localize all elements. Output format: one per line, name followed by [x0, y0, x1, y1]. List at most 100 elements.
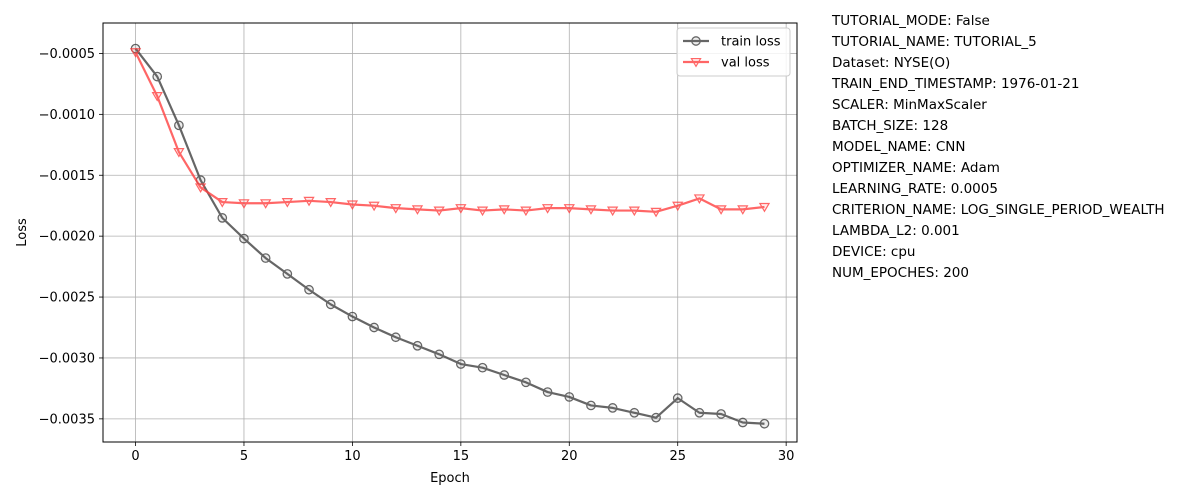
info-line: LEARNING_RATE: 0.0005	[832, 181, 998, 197]
train-loss-point	[304, 284, 314, 295]
legend: train loss val loss	[676, 27, 791, 77]
train-loss-point	[651, 412, 661, 423]
val-loss-point	[520, 206, 532, 217]
val-loss-point	[303, 196, 315, 207]
train-loss-point	[217, 213, 228, 223]
train-loss-point	[260, 253, 271, 263]
legend-label: train loss	[721, 35, 781, 50]
train-loss-point	[759, 418, 770, 429]
info-line: SCALER: MinMaxScaler	[832, 97, 987, 113]
y-tick-label: −0.0015	[39, 169, 95, 184]
train-loss-point	[434, 349, 445, 360]
val-loss-point	[260, 199, 272, 209]
train-loss-point	[607, 403, 618, 413]
info-line: TUTORIAL_MODE: False	[832, 13, 990, 29]
train-loss-point	[716, 409, 726, 419]
val-loss-point	[585, 205, 597, 215]
info-line: BATCH_SIZE: 128	[832, 118, 949, 134]
grid-lines	[103, 23, 797, 442]
val-loss-point	[194, 183, 207, 193]
val-loss-point	[541, 204, 554, 214]
train-loss-point	[152, 71, 163, 82]
val-loss-point	[173, 148, 185, 158]
val-loss-point	[238, 199, 250, 209]
val-loss-point	[672, 201, 684, 212]
val-loss-point	[151, 92, 163, 102]
plot-frame	[102, 22, 798, 443]
train-loss-point	[174, 120, 184, 131]
x-axis-label: Epoch	[430, 471, 470, 486]
train-loss-point	[369, 322, 379, 333]
val-loss-point	[476, 206, 489, 217]
val-loss-point	[650, 207, 662, 218]
config-info-panel: TUTORIAL_MODE: False TUTORIAL_NAME: TUTO…	[832, 11, 1165, 284]
info-line: Dataset: NYSE(O)	[832, 55, 951, 71]
val-loss-point	[455, 204, 467, 214]
y-tick-label: −0.0025	[39, 291, 95, 306]
series-train-loss	[130, 43, 770, 429]
train-loss-point	[672, 393, 683, 404]
info-line: NUM_EPOCHES: 200	[832, 265, 969, 281]
train-loss-point	[629, 407, 640, 418]
train-loss-point	[412, 340, 423, 351]
val-loss-point	[498, 205, 510, 215]
x-tick-label: 30	[778, 449, 795, 464]
legend-swatch-marker	[690, 57, 702, 68]
x-axis: 0 5 10 15 20 25 30	[131, 442, 794, 464]
val-loss-point	[693, 194, 706, 204]
info-line: OPTIMIZER_NAME: Adam	[832, 160, 1000, 176]
train-loss-point	[325, 299, 336, 310]
y-tick-label: −0.0035	[39, 412, 95, 427]
legend-item	[683, 57, 709, 68]
val-loss-point	[390, 204, 402, 214]
y-tick-label: −0.0030	[39, 351, 95, 366]
y-tick-label: −0.0010	[39, 108, 95, 123]
info-line: CRITERION_NAME: LOG_SINGLE_PERIOD_WEALTH	[832, 202, 1165, 218]
train-loss-point	[586, 400, 596, 411]
train-loss-point	[282, 269, 293, 279]
val-loss-point	[129, 48, 142, 58]
x-tick-label: 5	[240, 449, 248, 464]
series-val-loss	[129, 48, 771, 218]
legend-item	[683, 36, 709, 46]
train-loss-point	[455, 359, 466, 369]
info-line: MODEL_NAME: CNN	[832, 139, 966, 155]
train-loss-point	[477, 362, 488, 373]
series-layer	[129, 43, 771, 429]
val-loss-point	[411, 205, 424, 215]
info-line: LAMBDA_L2: 0.001	[832, 223, 960, 239]
train-loss-point	[239, 233, 249, 244]
val-loss-point	[628, 206, 640, 217]
train-loss-point	[390, 332, 401, 343]
y-axis: −0.0005 −0.0010 −0.0015 −0.0020 −0.0025 −0.00…	[39, 47, 103, 427]
val-loss-point	[607, 206, 619, 217]
train-loss-point	[694, 407, 705, 418]
val-loss-point	[281, 197, 293, 208]
val-loss-point	[325, 197, 337, 208]
val-loss-point	[563, 204, 575, 214]
val-loss-point	[433, 206, 445, 217]
train-loss-line	[134, 47, 765, 425]
x-tick-label: 15	[453, 449, 470, 464]
val-loss-point	[216, 197, 228, 208]
train-loss-point	[347, 311, 358, 322]
info-line: TRAIN_END_TIMESTAMP: 1976-01-21	[832, 76, 1080, 92]
info-line: DEVICE: cpu	[832, 244, 916, 260]
x-tick-label: 25	[669, 449, 686, 464]
train-loss-point	[737, 417, 748, 428]
x-tick-label: 20	[561, 449, 578, 464]
train-loss-point	[564, 392, 575, 402]
y-tick-label: −0.0005	[39, 47, 95, 62]
val-loss-point	[346, 200, 359, 211]
x-tick-label: 0	[131, 449, 139, 464]
val-loss-point	[737, 205, 749, 215]
y-tick-label: −0.0020	[39, 230, 95, 245]
legend-swatch-marker	[691, 36, 701, 46]
y-axis-label: Loss	[15, 218, 30, 247]
train-loss-point	[499, 370, 510, 380]
info-line: TUTORIAL_NAME: TUTORIAL_5	[832, 34, 1037, 50]
legend-label: val loss	[721, 56, 770, 71]
val-loss-line	[134, 51, 765, 213]
val-loss-point	[758, 202, 771, 213]
